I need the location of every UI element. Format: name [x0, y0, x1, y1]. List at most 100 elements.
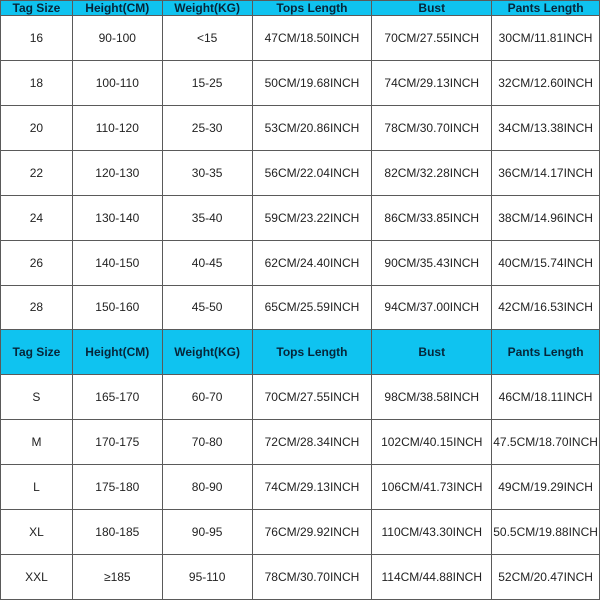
table-cell: 26 [1, 240, 73, 285]
table-row: 20110-12025-3053CM/20.86INCH78CM/30.70IN… [1, 105, 600, 150]
table-cell: 49CM/19.29INCH [492, 465, 600, 510]
table-cell: 98CM/38.58INCH [372, 375, 492, 420]
table-cell: 60-70 [162, 375, 252, 420]
table-cell: 40CM/15.74INCH [492, 240, 600, 285]
table-cell: 52CM/20.47INCH [492, 555, 600, 600]
table-cell: 90-95 [162, 510, 252, 555]
table-cell: 140-150 [72, 240, 162, 285]
table-row: XL180-18590-9576CM/29.92INCH110CM/43.30I… [1, 510, 600, 555]
size-chart-container: Tag Size Height(CM) Weight(KG) Tops Leng… [0, 0, 600, 600]
table-cell: 110CM/43.30INCH [372, 510, 492, 555]
col-tag-size: Tag Size [1, 1, 73, 16]
table-cell: 90CM/35.43INCH [372, 240, 492, 285]
col-tops-length: Tops Length [252, 1, 372, 16]
table-row: S165-17060-7070CM/27.55INCH98CM/38.58INC… [1, 375, 600, 420]
table-cell: 36CM/14.17INCH [492, 150, 600, 195]
table-cell: 47CM/18.50INCH [252, 16, 372, 61]
table-cell: 74CM/29.13INCH [372, 60, 492, 105]
col-height: Height(CM) [72, 1, 162, 16]
table-cell: 32CM/12.60INCH [492, 60, 600, 105]
table-cell: 20 [1, 105, 73, 150]
table-cell: 78CM/30.70INCH [252, 555, 372, 600]
table-cell: 94CM/37.00INCH [372, 285, 492, 330]
table-row: 22120-13030-3556CM/22.04INCH82CM/32.28IN… [1, 150, 600, 195]
table-row: 28150-16045-5065CM/25.59INCH94CM/37.00IN… [1, 285, 600, 330]
table-cell: 42CM/16.53INCH [492, 285, 600, 330]
table-cell: 70CM/27.55INCH [252, 375, 372, 420]
table-cell: 114CM/44.88INCH [372, 555, 492, 600]
table-cell: 50.5CM/19.88INCH [492, 510, 600, 555]
col-pants-length: Pants Length [492, 1, 600, 16]
table-cell: 82CM/32.28INCH [372, 150, 492, 195]
table-cell: 102CM/40.15INCH [372, 420, 492, 465]
col-weight: Weight(KG) [162, 1, 252, 16]
table-header-2: Tag Size Height(CM) Weight(KG) Tops Leng… [1, 330, 600, 375]
table-cell: 30CM/11.81INCH [492, 16, 600, 61]
table-cell: XL [1, 510, 73, 555]
col-bust: Bust [372, 1, 492, 16]
table-row: 18100-11015-2550CM/19.68INCH74CM/29.13IN… [1, 60, 600, 105]
table-cell: 28 [1, 285, 73, 330]
table-cell: 74CM/29.13INCH [252, 465, 372, 510]
table-cell: 30-35 [162, 150, 252, 195]
col-tag-size: Tag Size [1, 330, 73, 375]
table-cell: 110-120 [72, 105, 162, 150]
table-cell: 65CM/25.59INCH [252, 285, 372, 330]
table-cell: 86CM/33.85INCH [372, 195, 492, 240]
table-cell: 90-100 [72, 16, 162, 61]
table-cell: ≥185 [72, 555, 162, 600]
table-cell: 78CM/30.70INCH [372, 105, 492, 150]
col-height: Height(CM) [72, 330, 162, 375]
table-row: 1690-100<1547CM/18.50INCH70CM/27.55INCH3… [1, 16, 600, 61]
table-cell: 47.5CM/18.70INCH [492, 420, 600, 465]
table-cell: 175-180 [72, 465, 162, 510]
table-body-1: 1690-100<1547CM/18.50INCH70CM/27.55INCH3… [1, 16, 600, 330]
table-cell: 130-140 [72, 195, 162, 240]
size-chart-table: Tag Size Height(CM) Weight(KG) Tops Leng… [0, 0, 600, 600]
table-row: XXL≥18595-11078CM/30.70INCH114CM/44.88IN… [1, 555, 600, 600]
table-cell: 70-80 [162, 420, 252, 465]
table-cell: 62CM/24.40INCH [252, 240, 372, 285]
table-cell: 76CM/29.92INCH [252, 510, 372, 555]
col-bust: Bust [372, 330, 492, 375]
table-cell: 70CM/27.55INCH [372, 16, 492, 61]
table-row: M170-17570-8072CM/28.34INCH102CM/40.15IN… [1, 420, 600, 465]
col-tops-length: Tops Length [252, 330, 372, 375]
table-cell: 150-160 [72, 285, 162, 330]
col-weight: Weight(KG) [162, 330, 252, 375]
table-cell: 106CM/41.73INCH [372, 465, 492, 510]
table-cell: 95-110 [162, 555, 252, 600]
table-cell: 72CM/28.34INCH [252, 420, 372, 465]
table-cell: 165-170 [72, 375, 162, 420]
table-cell: 170-175 [72, 420, 162, 465]
table-cell: 16 [1, 16, 73, 61]
table-cell: S [1, 375, 73, 420]
table-cell: L [1, 465, 73, 510]
table-cell: 25-30 [162, 105, 252, 150]
table-cell: 38CM/14.96INCH [492, 195, 600, 240]
table-row: 24130-14035-4059CM/23.22INCH86CM/33.85IN… [1, 195, 600, 240]
table-cell: 22 [1, 150, 73, 195]
table-cell: XXL [1, 555, 73, 600]
table-cell: 18 [1, 60, 73, 105]
table-row: L175-18080-9074CM/29.13INCH106CM/41.73IN… [1, 465, 600, 510]
table-row: 26140-15040-4562CM/24.40INCH90CM/35.43IN… [1, 240, 600, 285]
table-cell: 34CM/13.38INCH [492, 105, 600, 150]
table-cell: 24 [1, 195, 73, 240]
table-header-1: Tag Size Height(CM) Weight(KG) Tops Leng… [1, 1, 600, 16]
table-body-2: S165-17060-7070CM/27.55INCH98CM/38.58INC… [1, 375, 600, 600]
table-cell: 56CM/22.04INCH [252, 150, 372, 195]
table-cell: M [1, 420, 73, 465]
table-cell: 180-185 [72, 510, 162, 555]
table-cell: 100-110 [72, 60, 162, 105]
table-cell: 15-25 [162, 60, 252, 105]
table-cell: 35-40 [162, 195, 252, 240]
table-cell: 50CM/19.68INCH [252, 60, 372, 105]
col-pants-length: Pants Length [492, 330, 600, 375]
table-cell: 45-50 [162, 285, 252, 330]
table-cell: 40-45 [162, 240, 252, 285]
table-cell: 120-130 [72, 150, 162, 195]
table-cell: 59CM/23.22INCH [252, 195, 372, 240]
table-cell: <15 [162, 16, 252, 61]
table-cell: 46CM/18.11INCH [492, 375, 600, 420]
